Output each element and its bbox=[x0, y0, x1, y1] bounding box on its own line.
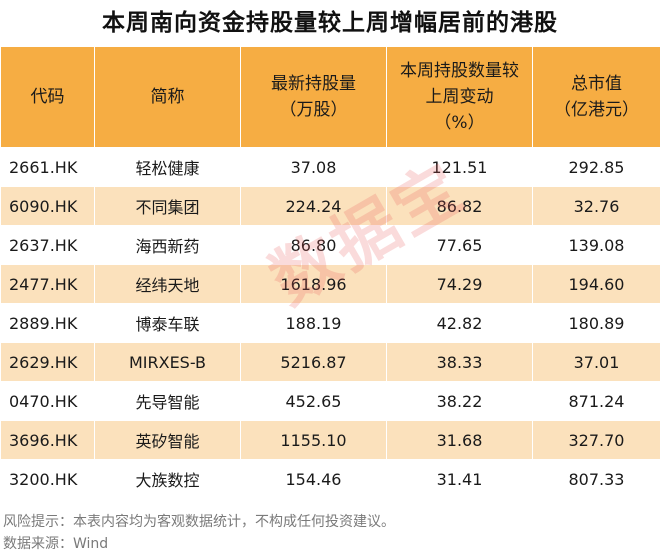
column-header-line: 本周持股数量较 bbox=[400, 61, 519, 81]
table-cell: 224.24 bbox=[240, 186, 387, 226]
table-cell: 77.65 bbox=[386, 225, 533, 265]
table-body: 2661.HK 轻松健康 37.08 121.51 292.85 6090.HK 不同集团 2… bbox=[0, 147, 660, 499]
table-cell: 6090.HK bbox=[0, 186, 95, 226]
table-cell: 188.19 bbox=[240, 303, 387, 343]
table-row: 2661.HK 轻松健康 37.08 121.51 292.85 bbox=[0, 147, 660, 187]
table-cell: 不同集团 bbox=[94, 186, 241, 226]
table-cell: 38.33 bbox=[386, 342, 533, 382]
column-header: 代码 bbox=[0, 46, 95, 148]
table-row: 3200.HK 大族数控 154.46 31.41 807.33 bbox=[0, 459, 660, 499]
table-cell: 2889.HK bbox=[0, 303, 95, 343]
table-cell: 31.68 bbox=[386, 420, 533, 460]
column-header-line: 代码 bbox=[30, 87, 65, 107]
table-row: 2477.HK 经纬天地 1618.96 74.29 194.60 bbox=[0, 264, 660, 304]
page-title: 本周南向资金持股量较上周增幅居前的港股 bbox=[102, 10, 558, 36]
column-header-line: 总市值 bbox=[571, 74, 622, 94]
table-cell: 38.22 bbox=[386, 381, 533, 421]
table-cell: 0470.HK bbox=[0, 381, 95, 421]
table-cell: 42.82 bbox=[386, 303, 533, 343]
table-cell: 180.89 bbox=[532, 303, 660, 343]
table-cell: 807.33 bbox=[532, 459, 660, 499]
column-header-line: 上周变动 bbox=[425, 87, 494, 107]
column-header-line: 简称 bbox=[150, 87, 185, 107]
table-cell: 86.80 bbox=[240, 225, 387, 265]
table-cell: 轻松健康 bbox=[94, 147, 241, 187]
table-cell: 2637.HK bbox=[0, 225, 95, 265]
table-row: 2889.HK 博泰车联 188.19 42.82 180.89 bbox=[0, 303, 660, 343]
column-header-line: 最新持股量 bbox=[271, 74, 356, 94]
table-cell: 871.24 bbox=[532, 381, 660, 421]
table-cell: 1618.96 bbox=[240, 264, 387, 304]
table-cell: 292.85 bbox=[532, 147, 660, 187]
table-cell: 37.08 bbox=[240, 147, 387, 187]
table-row: 6090.HK 不同集团 224.24 86.82 32.76 bbox=[0, 186, 660, 226]
column-header: 简称 bbox=[94, 46, 241, 148]
table-cell: 1155.10 bbox=[240, 420, 387, 460]
table-row: 2629.HK MIRXES-B 5216.87 38.33 37.01 bbox=[0, 342, 660, 382]
table-cell: 139.08 bbox=[532, 225, 660, 265]
table-cell: 2477.HK bbox=[0, 264, 95, 304]
table-cell: 37.01 bbox=[532, 342, 660, 382]
table-cell: 452.65 bbox=[240, 381, 387, 421]
table-cell: 先导智能 bbox=[94, 381, 241, 421]
table-cell: 博泰车联 bbox=[94, 303, 241, 343]
column-header: 总市值 （亿港元） bbox=[532, 46, 660, 148]
table-cell: 3696.HK bbox=[0, 420, 95, 460]
table-cell: 74.29 bbox=[386, 264, 533, 304]
table-cell: 31.41 bbox=[386, 459, 533, 499]
table-cell: 3200.HK bbox=[0, 459, 95, 499]
table-cell: 121.51 bbox=[386, 147, 533, 187]
table-cell: 经纬天地 bbox=[94, 264, 241, 304]
table-cell: 大族数控 bbox=[94, 459, 241, 499]
table-header: 代码 简称 最新持股量 （万股） 本周持股数量较 上周变动 （%） 总市值 （亿港元） bbox=[0, 46, 660, 148]
column-header: 本周持股数量较 上周变动 （%） bbox=[386, 46, 533, 148]
column-header-line: （亿港元） bbox=[554, 100, 639, 120]
table-cell: 194.60 bbox=[532, 264, 660, 304]
table-row: 2637.HK 海西新药 86.80 77.65 139.08 bbox=[0, 225, 660, 265]
table-cell: 327.70 bbox=[532, 420, 660, 460]
table-cell: 海西新药 bbox=[94, 225, 241, 265]
stock-table: 代码 简称 最新持股量 （万股） 本周持股数量较 上周变动 （%） 总市值 （亿港元） 2661… bbox=[0, 46, 660, 499]
table-cell: 5216.87 bbox=[240, 342, 387, 382]
table-row: 3696.HK 英矽智能 1155.10 31.68 327.70 bbox=[0, 420, 660, 460]
data-source: 数据来源：Wind bbox=[3, 536, 109, 552]
column-header: 最新持股量 （万股） bbox=[240, 46, 387, 148]
table-cell: 2629.HK bbox=[0, 342, 95, 382]
table-cell: 32.76 bbox=[532, 186, 660, 226]
risk-note: 风险提示：本表内容均为客观数据统计，不构成任何投资建议。 bbox=[3, 514, 395, 530]
table-cell: 2661.HK bbox=[0, 147, 95, 187]
table-row: 0470.HK 先导智能 452.65 38.22 871.24 bbox=[0, 381, 660, 421]
table-cell: 154.46 bbox=[240, 459, 387, 499]
column-header-line: （万股） bbox=[279, 100, 348, 120]
table-cell: MIRXES-B bbox=[94, 342, 241, 382]
table-cell: 86.82 bbox=[386, 186, 533, 226]
header-row: 代码 简称 最新持股量 （万股） 本周持股数量较 上周变动 （%） 总市值 （亿港元） bbox=[0, 46, 660, 148]
column-header-line: （%） bbox=[434, 113, 485, 133]
table-cell: 英矽智能 bbox=[94, 420, 241, 460]
